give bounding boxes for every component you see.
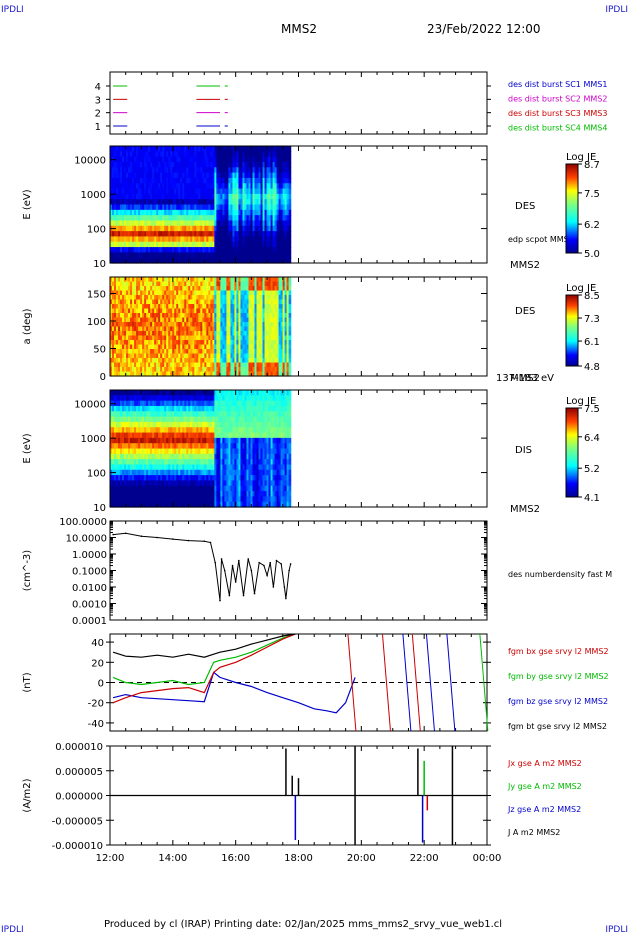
heatmap-cell (289, 318, 292, 323)
heatmap-cell (289, 340, 292, 345)
heatmap-cell (289, 367, 292, 372)
heatmap-cell (289, 242, 292, 248)
heatmap-cell (289, 162, 292, 168)
heatmap-cell (289, 291, 292, 296)
heatmap-cell (289, 247, 292, 253)
y-tick-label: 2 (95, 109, 101, 120)
heatmap-cell (289, 205, 292, 211)
heatmap-cell (289, 354, 292, 359)
y-tick-label: 1000 (81, 190, 106, 201)
heatmap-cell (289, 286, 292, 291)
heatmap-dis-energy (110, 390, 291, 508)
colorbar-tick-label: 4.8 (584, 362, 600, 373)
heatmap-cell (289, 220, 292, 226)
y-tick-label: 4 (95, 82, 101, 93)
heatmap-des-pitch-angle (110, 277, 291, 377)
heatmap-cell (289, 167, 292, 173)
heatmap-cell (289, 282, 292, 287)
heatmap-cell (289, 146, 292, 152)
heatmap-cell (289, 327, 292, 332)
heatmap-cell (289, 309, 292, 314)
colorbar-tick-label: 6.1 (584, 337, 600, 348)
heatmap-cell (289, 363, 292, 368)
colorbar-tick-label: 8.7 (584, 160, 600, 171)
heatmap-cell (289, 277, 292, 282)
heatmap-cell (289, 151, 292, 157)
heatmap-cell (289, 178, 292, 184)
colorbar-tick-label: 7.3 (584, 314, 600, 325)
overlay-label: edp scpot MMS2 (508, 235, 574, 244)
heatmap-cell (289, 336, 292, 341)
heatmap-cell (289, 231, 292, 237)
heatmap-cell (289, 313, 292, 318)
colorbar-tick-label: 5.0 (584, 249, 600, 260)
energy-band-label: 137-183 eV (496, 373, 554, 384)
heatmap-cell (289, 331, 292, 336)
legend-entry: des dist burst SC2 MMS2 (508, 95, 607, 104)
spacecraft-label: MMS2 (510, 260, 540, 271)
colorbar-tick-label: 8.5 (584, 291, 600, 302)
y-tick-label: 100 (87, 317, 106, 328)
y-tick-label: 100 (87, 225, 106, 236)
heatmap-cell (289, 322, 292, 327)
y-tick-label: 150 (87, 290, 106, 301)
heatmap-cell (289, 199, 292, 205)
colorbar (566, 164, 578, 253)
y-axis-label: E (eV) (22, 189, 33, 219)
heatmap-cell (289, 210, 292, 216)
heatmap-cell (289, 226, 292, 232)
instrument-label: DES (515, 306, 535, 317)
heatmap-cell (289, 304, 292, 309)
y-axis-label: a (deg) (22, 308, 33, 344)
colorbar (566, 295, 578, 366)
heatmap-cell (289, 215, 292, 221)
y-tick-label: 0 (100, 372, 106, 383)
y-tick-label: 1 (95, 122, 101, 133)
heatmap-cell (289, 236, 292, 242)
heatmap-cell (289, 300, 292, 305)
y-tick-label: 10000 (74, 156, 106, 167)
colorbar-tick-label: 6.2 (584, 220, 600, 231)
legend-entry: des dist burst SC3 MMS3 (508, 109, 607, 118)
panel-frame-1 (110, 72, 487, 134)
y-tick-label: 10 (93, 259, 106, 270)
colorbar-tick-label: 7.5 (584, 189, 600, 200)
legend-entry: des dist burst SC1 MMS1 (508, 80, 607, 89)
heatmap-cell (289, 173, 292, 179)
heatmap-cell (289, 194, 292, 200)
heatmap-cell (289, 252, 292, 258)
instrument-label: DES (515, 201, 535, 212)
heatmap-cell (289, 295, 292, 300)
heatmap-cell (289, 358, 292, 363)
heatmap-des-energy (110, 146, 291, 264)
heatmap-cell (289, 189, 292, 195)
heatmap-cell (289, 349, 292, 354)
y-tick-label: 3 (95, 95, 101, 106)
heatmap-cell (289, 157, 292, 163)
y-tick-label: 50 (93, 345, 106, 356)
heatmap-cell (289, 183, 292, 189)
heatmap-cell (289, 345, 292, 350)
legend-entry: des dist burst SC4 MMS4 (508, 124, 607, 133)
